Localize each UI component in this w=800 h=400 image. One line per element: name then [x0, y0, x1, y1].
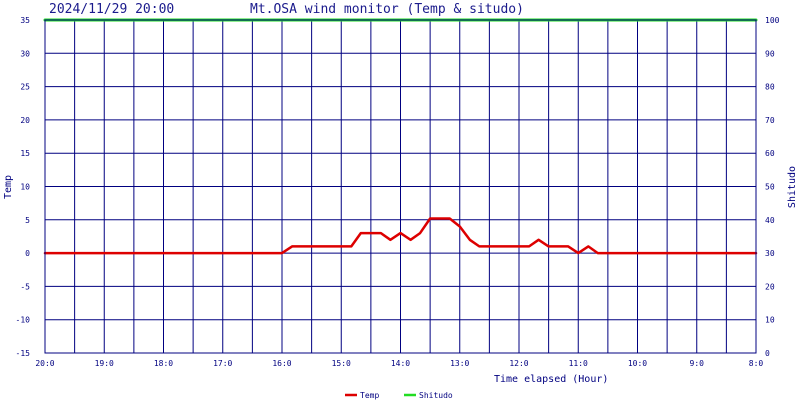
chart-legend: Temp Shitudo: [345, 391, 453, 400]
y-tick-label-right: 60: [765, 149, 775, 158]
y-tick-label-right: 40: [765, 216, 775, 225]
y-tick-label-left: -5: [20, 282, 30, 291]
y-tick-label-right: 20: [765, 282, 775, 291]
x-tick-label: 9:0: [690, 359, 705, 368]
chart-title: Mt.OSA wind monitor (Temp & situdo): [250, 2, 524, 17]
y-tick-label-left: 0: [25, 249, 30, 258]
header-datetime: 2024/11/29 20:00: [49, 2, 174, 17]
y-tick-label-right: 80: [765, 83, 775, 92]
legend-label-shitudo: Shitudo: [419, 391, 453, 400]
y-tick-label-left: -15: [16, 349, 31, 358]
x-tick-label: 11:0: [569, 359, 588, 368]
y-tick-label-left: 25: [20, 83, 30, 92]
y-axis-label-left: Temp: [3, 175, 14, 199]
x-tick-label: 10:0: [628, 359, 647, 368]
x-tick-label: 15:0: [332, 359, 351, 368]
x-tick-label: 12:0: [509, 359, 528, 368]
x-tick-label: 13:0: [450, 359, 469, 368]
x-tick-label: 20:0: [35, 359, 54, 368]
y-tick-label-right: 50: [765, 183, 775, 192]
y-tick-label-left: 15: [20, 149, 30, 158]
x-tick-label: 16:0: [272, 359, 291, 368]
chart-ticks: 35302520151050-5-10-15100908070605040302…: [16, 16, 780, 368]
plot-frame: [44, 19, 757, 354]
y-tick-label-left: 35: [20, 16, 30, 25]
y-axis-label-right: Shitudo: [787, 166, 798, 208]
y-tick-label-right: 30: [765, 249, 775, 258]
y-tick-label-right: 90: [765, 49, 775, 58]
y-tick-label-left: 20: [20, 116, 30, 125]
y-tick-label-right: 10: [765, 316, 775, 325]
chart-grid: [45, 20, 756, 353]
y-tick-label-left: -10: [16, 316, 31, 325]
y-tick-label-right: 0: [765, 349, 770, 358]
x-tick-label: 17:0: [213, 359, 232, 368]
x-tick-label: 19:0: [95, 359, 114, 368]
x-tick-label: 18:0: [154, 359, 173, 368]
legend-label-temp: Temp: [360, 391, 379, 400]
x-tick-label: 14:0: [391, 359, 410, 368]
y-tick-label-left: 30: [20, 49, 30, 58]
series-line-temp: [43, 217, 758, 255]
y-tick-label-right: 100: [765, 16, 780, 25]
y-tick-label-left: 10: [20, 183, 30, 192]
x-tick-label: 8:0: [749, 359, 764, 368]
y-tick-label-left: 5: [25, 216, 30, 225]
y-tick-label-right: 70: [765, 116, 775, 125]
x-axis-label: Time elapsed (Hour): [494, 374, 608, 385]
